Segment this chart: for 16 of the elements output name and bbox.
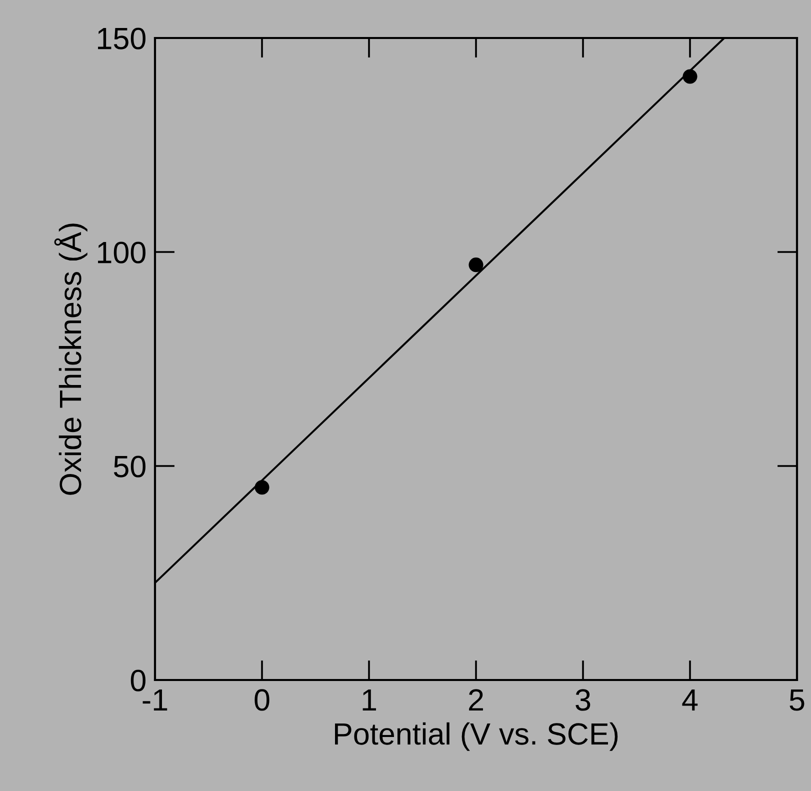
y-tick-label: 0	[130, 670, 146, 692]
y-tick-label: 100	[98, 242, 146, 264]
x-tick-label: 2	[469, 689, 483, 710]
point	[468, 258, 484, 272]
x-tick-label: 5	[790, 689, 804, 711]
x-tick-label: 1	[362, 689, 376, 710]
x-tick-label: -1	[142, 689, 168, 710]
x-tick-label: 0	[254, 689, 270, 711]
point	[254, 480, 270, 495]
x-tick-label: 3	[576, 689, 590, 711]
y-tick-label: 150	[98, 28, 146, 50]
point	[682, 69, 698, 84]
x-tick-label: 4	[682, 689, 698, 710]
y-axis-title: Oxide Thickness (Å)	[54, 224, 88, 495]
y-tick-label: 50	[114, 456, 146, 478]
x-axis-title: Potential (V vs. SCE)	[335, 722, 618, 751]
